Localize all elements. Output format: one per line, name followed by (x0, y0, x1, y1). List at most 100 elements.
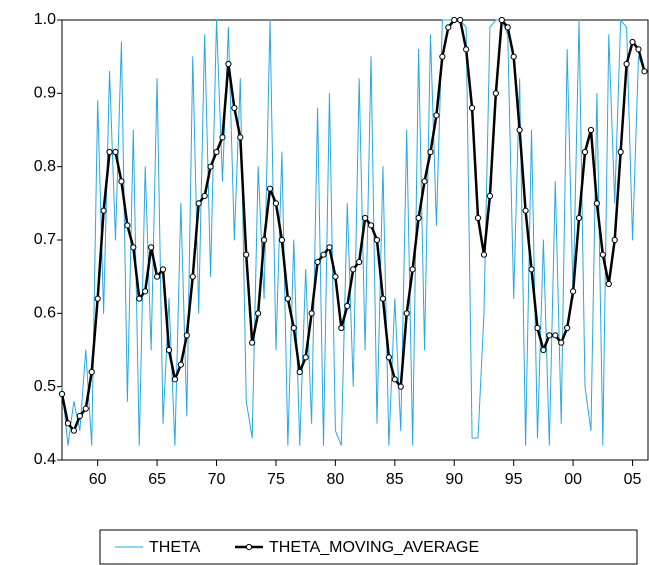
point-marker (617, 148, 624, 156)
point-marker (326, 244, 333, 251)
point-marker (136, 295, 143, 302)
series-line (61, 19, 645, 446)
point-marker (320, 251, 327, 258)
point-marker (195, 200, 202, 207)
point-marker (635, 46, 642, 53)
point-marker (112, 148, 119, 156)
point-marker (534, 324, 541, 332)
point-marker (350, 266, 357, 273)
point-marker (272, 200, 280, 207)
point-marker (171, 376, 179, 383)
legend-marker (245, 543, 253, 551)
point-marker (124, 222, 131, 229)
x-tick-label: 85 (386, 471, 404, 488)
point-marker (249, 339, 256, 346)
point-marker (356, 258, 363, 266)
point-marker (599, 251, 606, 258)
point-marker (338, 324, 345, 332)
point-marker (308, 310, 315, 317)
point-marker (540, 346, 547, 354)
point-marker (373, 236, 381, 244)
point-marker (118, 178, 125, 185)
point-marker (314, 258, 321, 266)
point-marker (498, 16, 505, 24)
point-marker (260, 236, 268, 244)
point-marker (510, 53, 517, 60)
point-marker (581, 148, 589, 156)
point-marker (94, 295, 101, 302)
point-marker (403, 310, 410, 317)
point-marker (82, 405, 89, 412)
point-marker (575, 214, 583, 222)
point-marker (237, 134, 244, 141)
point-marker (504, 24, 511, 31)
point-marker (100, 207, 107, 214)
y-tick-label: 1.0 (34, 11, 56, 28)
x-tick-label: 00 (564, 471, 582, 488)
y-tick-label: 0.6 (34, 305, 56, 322)
legend-box (99, 529, 638, 565)
point-marker (433, 112, 440, 119)
point-marker (558, 339, 565, 346)
point-marker (332, 273, 339, 280)
x-tick-label: 65 (148, 471, 166, 488)
y-tick-label: 0.7 (34, 231, 56, 248)
point-marker (266, 185, 274, 192)
point-marker (587, 126, 595, 134)
point-marker (397, 383, 404, 390)
point-marker (391, 376, 398, 383)
point-marker (255, 310, 262, 317)
point-marker (362, 214, 369, 222)
point-marker (296, 368, 303, 376)
point-marker (457, 16, 464, 24)
point-marker (552, 332, 559, 339)
point-marker (367, 222, 375, 229)
point-marker (284, 295, 291, 302)
y-tick-label: 0.9 (34, 85, 56, 102)
point-marker (207, 163, 214, 170)
point-marker (593, 200, 600, 207)
point-marker (177, 361, 184, 368)
point-marker (64, 420, 72, 427)
point-marker (427, 148, 434, 156)
point-marker (225, 60, 232, 68)
point-marker (486, 192, 494, 200)
point-marker (165, 346, 173, 354)
point-marker (439, 53, 446, 60)
point-marker (522, 207, 529, 214)
point-marker (379, 295, 387, 302)
x-tick-label: 75 (267, 471, 285, 488)
point-marker (611, 236, 618, 244)
point-marker (183, 332, 190, 339)
point-marker (148, 244, 155, 251)
point-marker (463, 46, 470, 53)
point-marker (213, 148, 220, 156)
x-tick-label: 60 (89, 471, 107, 488)
point-marker (409, 266, 416, 273)
x-tick-label: 95 (505, 471, 523, 488)
point-marker (570, 288, 577, 295)
point-marker (142, 288, 149, 295)
point-marker (130, 244, 137, 251)
point-marker (385, 354, 392, 361)
point-marker (564, 324, 571, 332)
point-marker (153, 273, 161, 280)
y-tick-label: 0.5 (34, 378, 56, 395)
x-tick-label: 90 (445, 471, 463, 488)
point-marker (445, 24, 452, 31)
legend-label: THETA (149, 539, 201, 556)
point-marker (243, 251, 250, 258)
x-tick-label: 80 (326, 471, 344, 488)
point-marker (629, 38, 636, 46)
point-marker (278, 236, 285, 244)
point-marker (480, 251, 488, 258)
point-marker (58, 390, 66, 398)
point-marker (641, 68, 648, 75)
point-marker (231, 104, 238, 112)
point-marker (492, 90, 499, 97)
point-marker (76, 412, 83, 420)
point-marker (474, 214, 482, 222)
y-tick-label: 0.4 (34, 451, 56, 468)
